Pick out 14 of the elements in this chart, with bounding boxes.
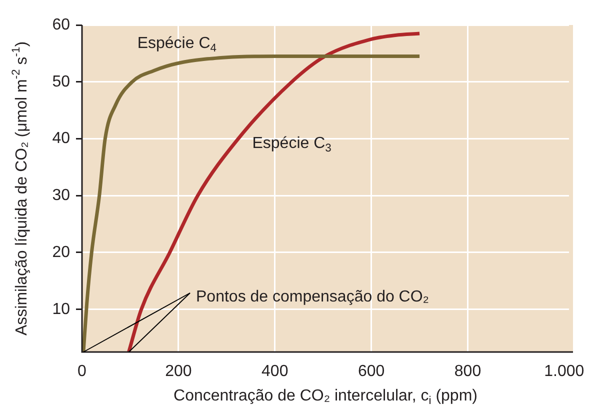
annotation: Pontos de compensação do CO₂ (196, 288, 430, 306)
y-tick-label: 50 (52, 73, 70, 90)
y-tick-label: 30 (52, 187, 70, 204)
x-tick-label: 600 (358, 363, 385, 380)
x-tick-label: 200 (165, 363, 192, 380)
x-tick-label: 400 (262, 363, 288, 380)
y-axis-title: Assimilação líquida de CO₂ (μmol m-2 s-1) (10, 41, 30, 336)
x-tick-label: 800 (454, 363, 482, 380)
x-tick-label: 1.000 (544, 363, 584, 380)
y-tick-label: 60 (52, 16, 70, 34)
y-tick-label: 40 (52, 130, 70, 148)
y-tick-label: 10 (52, 300, 70, 318)
y-tick-label: 20 (52, 244, 70, 261)
x-tick-label: 0 (78, 363, 87, 380)
